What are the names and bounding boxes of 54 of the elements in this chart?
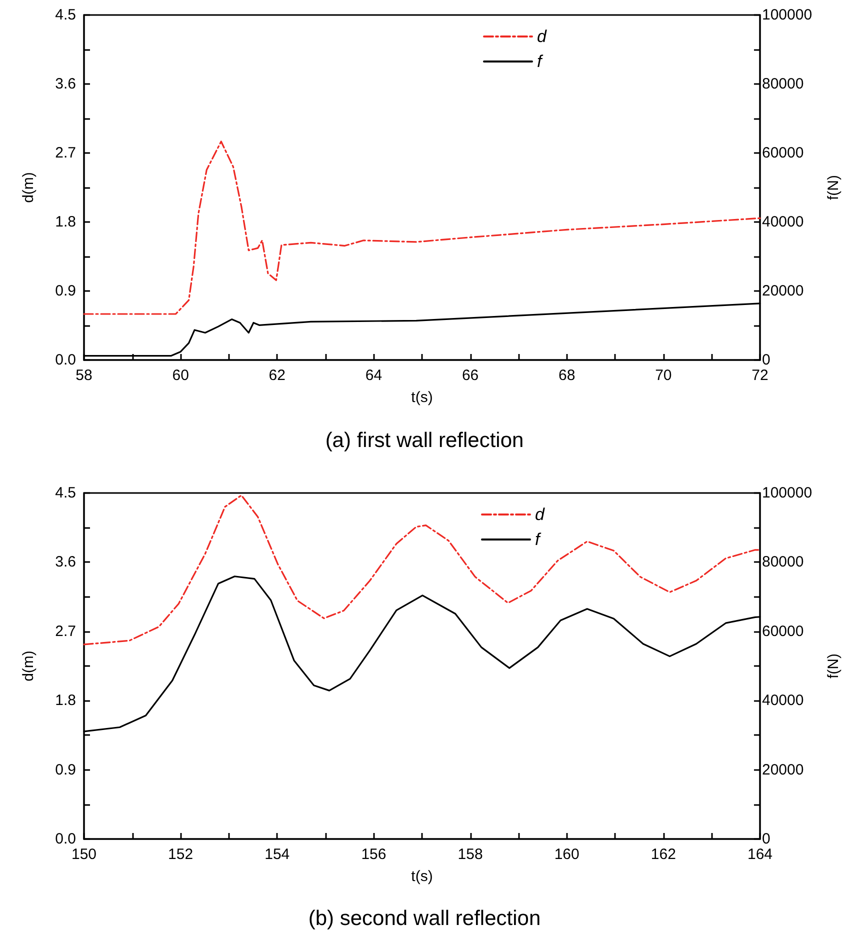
y-tick-label: 0.9 bbox=[55, 282, 76, 300]
y-tick-label: 4.5 bbox=[55, 6, 76, 24]
y-tick-label: 2.7 bbox=[55, 622, 76, 640]
x-axis-title: t(s) bbox=[411, 389, 433, 406]
y-tick-label: 0.9 bbox=[55, 761, 76, 778]
x-tick-label: 156 bbox=[361, 846, 386, 863]
legend-label: f bbox=[537, 52, 544, 71]
y2-tick-label: 40000 bbox=[762, 214, 804, 230]
line-series bbox=[83, 494, 761, 646]
x-tick-label: 66 bbox=[462, 367, 479, 384]
y2-tick-label: 40000 bbox=[762, 692, 804, 710]
x-tick-label: 70 bbox=[655, 367, 672, 384]
text: (b) second wall reflection bbox=[308, 907, 541, 930]
y2-tick-label: 80000 bbox=[762, 554, 804, 571]
y2-tick-label: 20000 bbox=[762, 282, 804, 300]
x-tick-label: 68 bbox=[558, 367, 576, 384]
x-tick-label: 58 bbox=[76, 367, 92, 384]
y-tick-label: 0.0 bbox=[55, 352, 76, 368]
x-axis-title: t(s) bbox=[411, 868, 433, 885]
legend-label: d bbox=[537, 27, 547, 46]
y-tick-label: 3.6 bbox=[55, 554, 76, 571]
y2-tick-label: 100000 bbox=[762, 484, 812, 502]
y-tick-label: 4.5 bbox=[55, 484, 76, 502]
y2-tick-label: 0 bbox=[762, 830, 770, 848]
y2-tick-label: 80000 bbox=[762, 76, 804, 92]
x-tick-label: 154 bbox=[264, 846, 290, 863]
y2-tick-label: 20000 bbox=[762, 761, 804, 778]
line-series bbox=[83, 140, 761, 315]
x-tick-label: 164 bbox=[747, 846, 773, 863]
y-tick-label: 3.6 bbox=[55, 76, 76, 92]
y2-axis-title: f(N) bbox=[825, 175, 842, 200]
y2-tick-label: 60000 bbox=[762, 144, 804, 162]
x-tick-label: 62 bbox=[268, 367, 286, 384]
legend-label: f bbox=[535, 530, 542, 549]
x-tick-label: 60 bbox=[172, 367, 189, 384]
x-tick-label: 158 bbox=[458, 846, 483, 863]
y-axis-title: d(m) bbox=[20, 650, 37, 682]
y2-tick-label: 100000 bbox=[762, 6, 812, 24]
x-tick-label: 64 bbox=[365, 367, 382, 384]
y2-tick-label: 60000 bbox=[762, 622, 804, 640]
y-tick-label: 1.8 bbox=[55, 214, 76, 230]
x-tick-label: 72 bbox=[752, 367, 768, 384]
text: (a) first wall reflection bbox=[325, 429, 524, 452]
y-tick-label: 0.0 bbox=[55, 830, 76, 848]
x-tick-label: 152 bbox=[168, 846, 194, 863]
x-tick-label: 160 bbox=[554, 846, 580, 863]
y2-axis-title: f(N) bbox=[825, 654, 842, 678]
y-tick-label: 2.7 bbox=[55, 144, 76, 162]
x-tick-label: 150 bbox=[71, 846, 97, 863]
legend-label: d bbox=[535, 505, 545, 524]
y2-tick-label: 0 bbox=[762, 352, 770, 368]
x-tick-label: 162 bbox=[650, 846, 676, 863]
y-axis-title: d(m) bbox=[20, 172, 37, 203]
y-tick-label: 1.8 bbox=[55, 692, 76, 710]
